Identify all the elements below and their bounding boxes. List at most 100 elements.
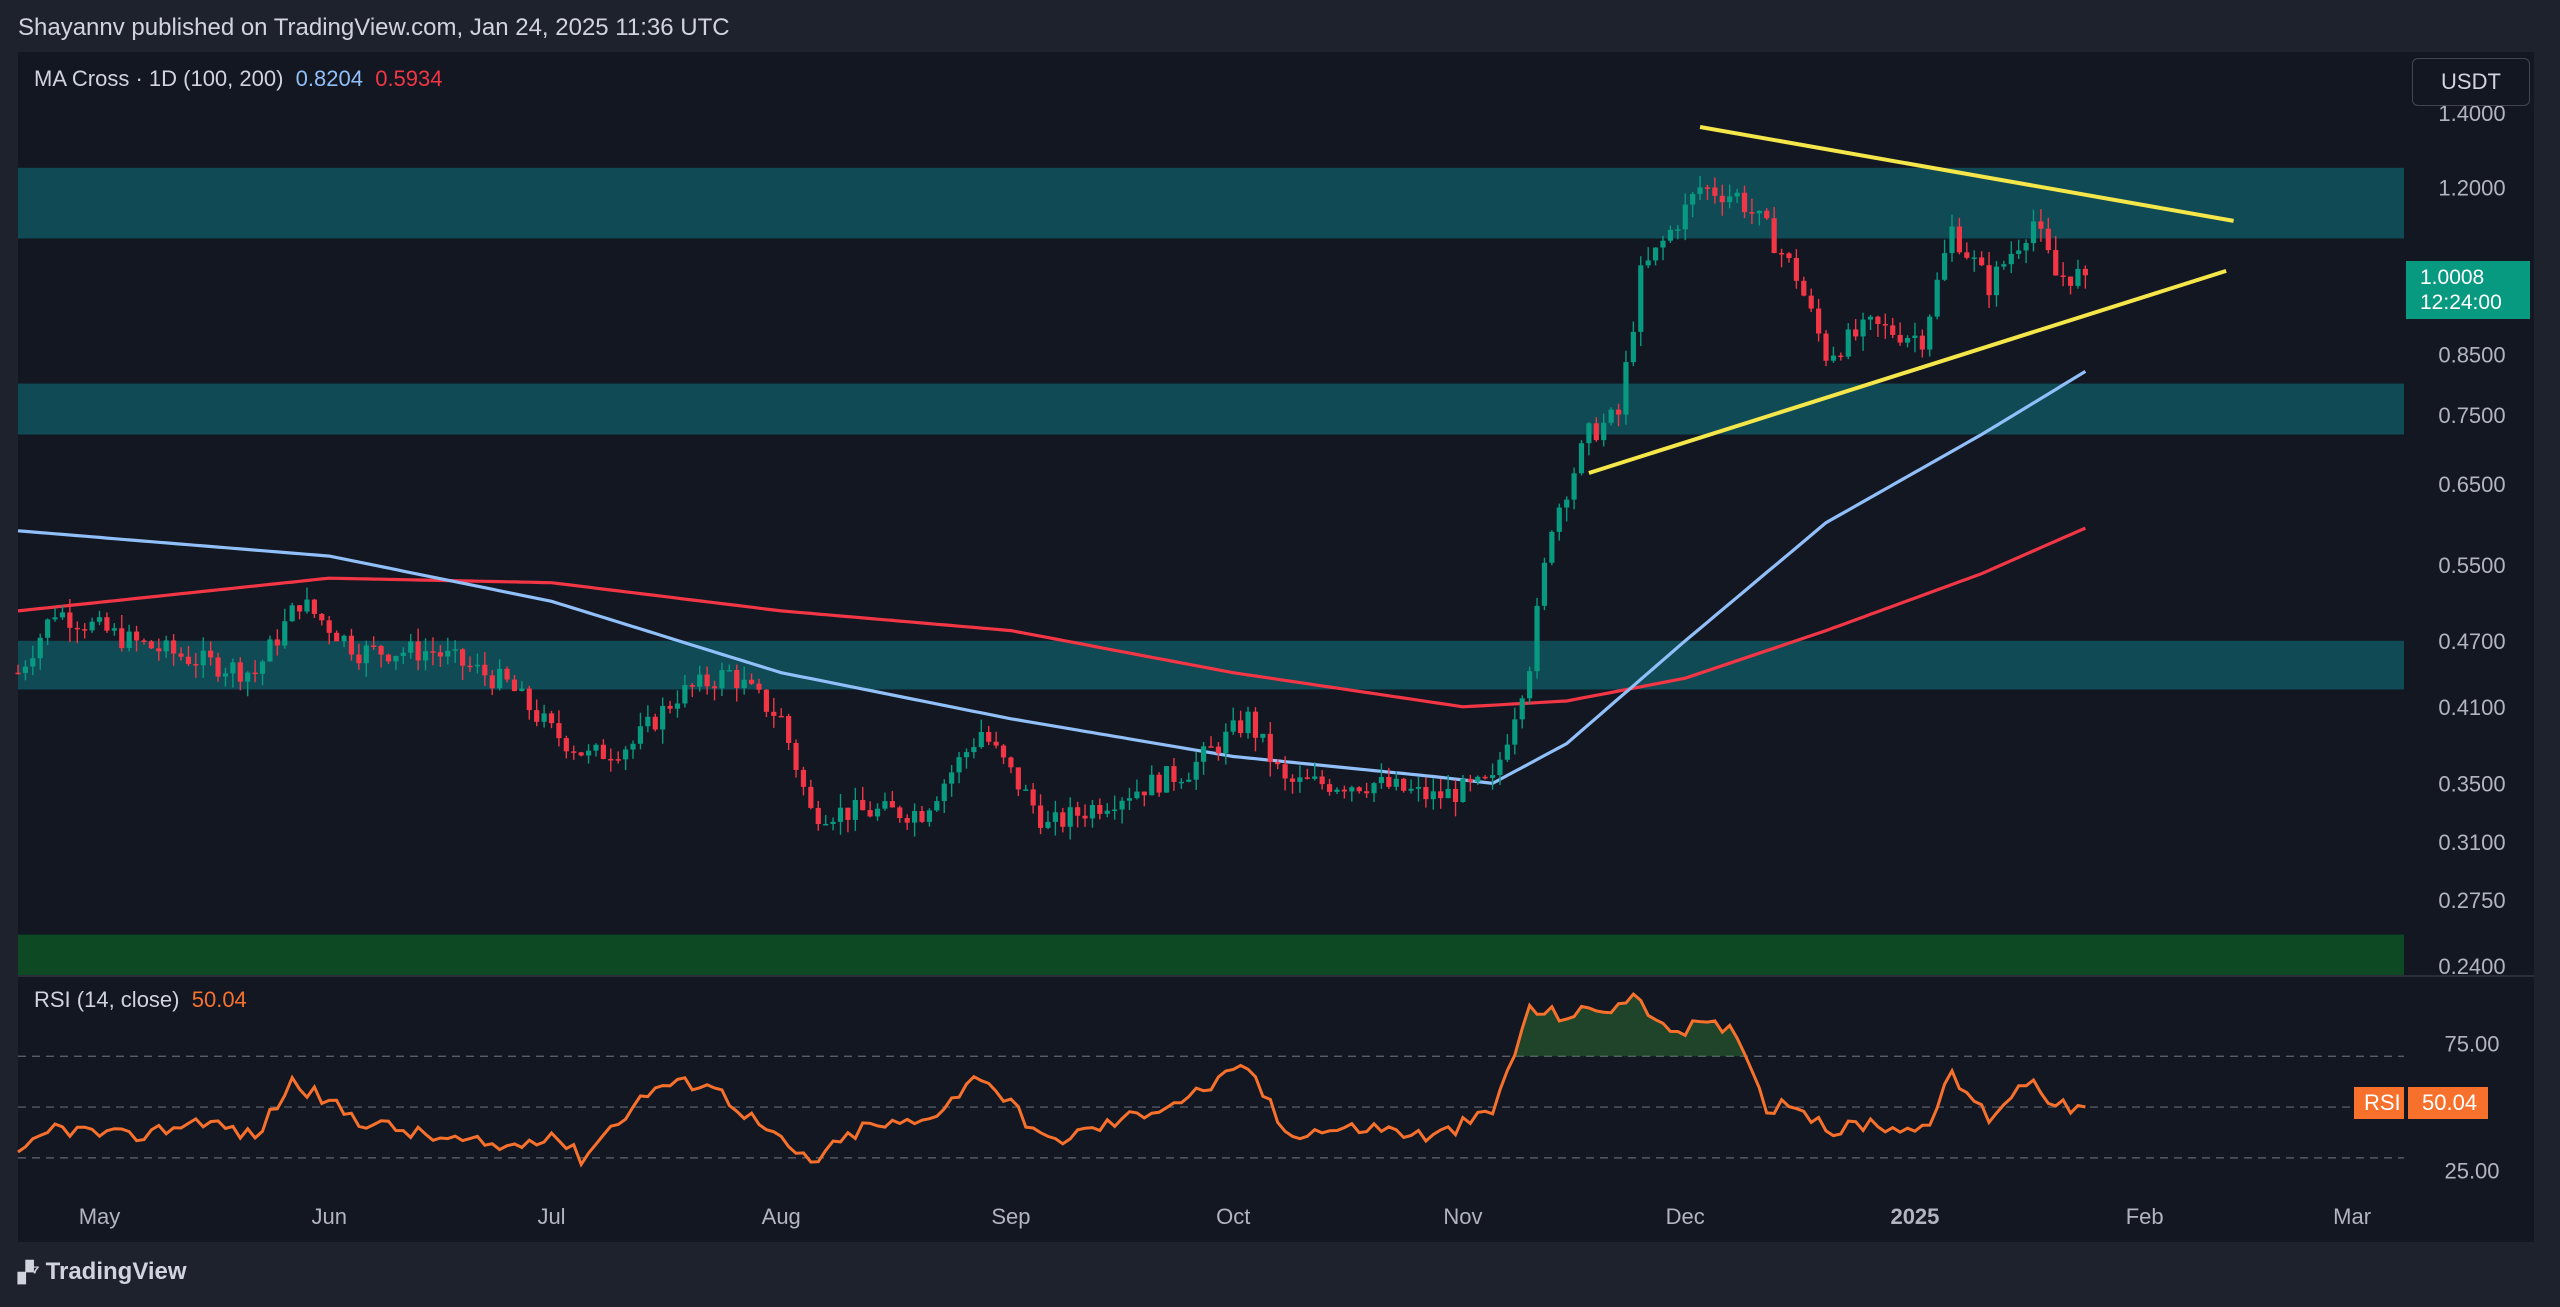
candle-body xyxy=(141,640,147,642)
time-tick-label: Sep xyxy=(991,1204,1030,1229)
price-tick-label: 0.4700 xyxy=(2438,629,2505,654)
rsi-tag-value: 50.04 xyxy=(2408,1087,2488,1119)
zones-layer xyxy=(18,167,2404,976)
candle-body xyxy=(363,645,369,664)
time-tick-label: 2025 xyxy=(1890,1204,1939,1229)
candle-body xyxy=(519,688,525,692)
candle-body xyxy=(504,668,510,680)
candle-body xyxy=(1727,196,1733,203)
candle-body xyxy=(956,757,962,773)
candle-body xyxy=(1489,775,1496,778)
candle-body xyxy=(245,672,251,682)
candle-body xyxy=(993,741,999,746)
candle-body xyxy=(89,621,95,631)
indicator-name: MA Cross · 1D (100, 200) xyxy=(34,66,284,91)
rsi-legend[interactable]: RSI (14, close) 50.04 xyxy=(34,987,247,1013)
candle-body xyxy=(1045,821,1051,828)
candle-body xyxy=(1282,764,1288,779)
time-tick-label: Oct xyxy=(1216,1204,1250,1229)
currency-button[interactable]: USDT xyxy=(2412,58,2530,106)
candle-body xyxy=(289,605,295,622)
candle-body xyxy=(482,664,488,676)
candle-body xyxy=(415,641,421,661)
time-tick-label: Jul xyxy=(537,1204,565,1229)
candle-body xyxy=(259,661,266,674)
ma200-layer xyxy=(17,526,2087,709)
candle-body xyxy=(1326,784,1333,792)
ma100-layer xyxy=(17,370,2087,786)
candle-body xyxy=(1941,253,1948,280)
candle-body xyxy=(67,612,73,628)
candle-body xyxy=(2038,221,2044,229)
candle-body xyxy=(1319,776,1325,785)
candle-body xyxy=(949,772,955,784)
candle-body xyxy=(1245,711,1251,734)
resistance-zone-2 xyxy=(18,640,2404,690)
candle-body xyxy=(171,640,177,654)
candle-body xyxy=(104,617,110,631)
candle-body xyxy=(2053,250,2059,276)
ma-cross-legend[interactable]: MA Cross · 1D (100, 200) 0.8204 0.5934 xyxy=(34,66,443,92)
resistance-zone-1 xyxy=(18,383,2404,435)
candle-body xyxy=(1623,362,1629,415)
candle-body xyxy=(1156,774,1162,793)
candle-body xyxy=(1238,720,1244,734)
candle-body xyxy=(2008,253,2014,265)
candle-body xyxy=(156,648,162,652)
candle-body xyxy=(1571,473,1577,500)
candle-body xyxy=(1675,229,1681,231)
candle-body xyxy=(1215,746,1222,754)
price-tick-label: 0.5500 xyxy=(2438,553,2505,578)
candle-body xyxy=(1415,786,1422,789)
brand-name: TradingView xyxy=(45,1258,187,1285)
candle-body xyxy=(1549,531,1555,563)
candle-body xyxy=(926,810,933,822)
candle-body xyxy=(1534,605,1540,672)
candle-body xyxy=(282,621,288,646)
last-price-tag: 1.0008 12:24:00 xyxy=(2406,261,2530,319)
candle-body xyxy=(1082,815,1088,819)
candle-body xyxy=(711,686,718,689)
candle-body xyxy=(786,716,792,743)
tradingview-logo-icon: ▞⁷ xyxy=(18,1261,40,1284)
candle-body xyxy=(1223,731,1229,754)
candle-body xyxy=(437,652,443,657)
candle-body xyxy=(1112,809,1118,812)
candle-body xyxy=(674,703,681,709)
candle-body xyxy=(1890,325,1896,335)
candle-body xyxy=(1764,210,1770,219)
candle-body xyxy=(1393,778,1399,787)
price-tick-label: 0.2400 xyxy=(2438,954,2505,979)
candle-body xyxy=(1719,195,1725,203)
ma200-line xyxy=(17,526,2087,709)
candle-body xyxy=(356,654,362,664)
price-tick-label: 0.3500 xyxy=(2438,771,2505,796)
candle-body xyxy=(1097,804,1103,814)
candle-body xyxy=(1793,258,1799,281)
price-tick-label: 0.7500 xyxy=(2438,403,2505,428)
candle-body xyxy=(1882,324,1888,326)
candle-body xyxy=(1964,252,1970,258)
candle-body xyxy=(452,649,458,651)
footer-branding[interactable]: ▞⁷ TradingView xyxy=(18,1258,187,1286)
rsi-line xyxy=(17,991,2086,1168)
candle-body xyxy=(1778,252,1785,255)
candle-body xyxy=(296,605,303,612)
candle-body xyxy=(667,705,673,709)
candle-body xyxy=(45,619,51,638)
candle-body xyxy=(1252,711,1259,738)
candle-body xyxy=(1075,807,1081,816)
candle-body xyxy=(1060,812,1066,827)
candle-body xyxy=(882,801,888,809)
candle-body xyxy=(1208,746,1214,748)
candle-body xyxy=(771,711,777,716)
candle-body xyxy=(1460,778,1466,802)
candle-body xyxy=(1304,777,1310,779)
candle-body xyxy=(267,639,273,662)
candle-body xyxy=(556,723,562,739)
candle-body xyxy=(1527,671,1533,699)
candle-body xyxy=(919,811,925,822)
candle-body xyxy=(1690,193,1696,205)
candle-body xyxy=(1993,266,2000,296)
